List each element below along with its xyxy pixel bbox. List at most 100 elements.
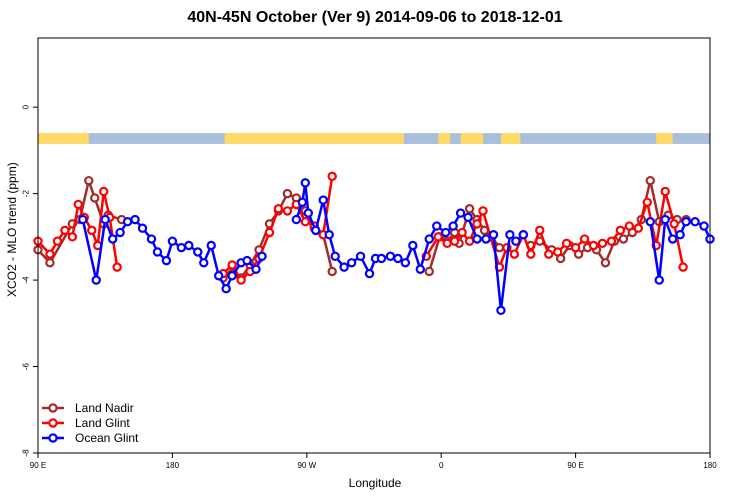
data-point [330,251,340,262]
data-point [257,251,267,262]
data-point [654,275,664,285]
data-point [221,284,231,294]
data-point [535,225,545,236]
y-axis: 0 -2 -4 -6 -8 [21,104,38,457]
data-point [213,271,224,281]
x-tick-label: 180 [703,461,717,470]
data-point [385,251,396,262]
x-axis: 90 E 180 90 W 0 90 E 180 [30,453,717,470]
series-line-segment [663,191,676,225]
data-point [84,175,94,186]
data-point [300,178,311,188]
surface-type-strip [38,133,710,144]
series-line-segment [314,199,325,231]
data-point [433,232,443,242]
data-point [206,240,216,251]
data-point [660,186,670,197]
series-line-segment [81,219,98,281]
data-point [464,204,475,214]
data-point [675,229,685,240]
data-point [415,264,425,274]
series-line-segment [304,182,310,214]
data-point [99,186,109,197]
data-point [251,264,261,274]
data-point [45,258,55,268]
data-point [236,275,246,285]
series-line-segment [428,236,441,272]
data-point [544,249,554,259]
data-point [67,232,78,242]
x-tick-label: 90 W [297,461,316,470]
x-tick-label: 90 E [567,461,583,470]
data-point [526,249,536,259]
data-point [303,208,313,218]
legend-marker [48,418,58,428]
data-point [618,234,629,244]
strip-land [224,133,404,144]
x-tick-label: 180 [166,461,180,470]
data-point [78,214,88,225]
data-point [509,249,520,259]
data-point [122,217,133,227]
data-point [52,236,63,246]
data-point [511,236,521,246]
data-point [606,236,617,246]
data-point [667,234,678,244]
series-ocean-glint [78,178,715,316]
strip-land [38,133,89,144]
y-tick-label: -8 [21,449,30,457]
data-point [282,206,293,216]
x-tick-label: 90 E [30,461,46,470]
data-point [227,271,237,281]
strip-land [500,133,521,144]
data-point [432,221,442,231]
strip-land [460,133,484,144]
series-line-segment [649,221,661,281]
data-point [376,253,387,264]
series-line-segment [321,176,334,235]
series-line-segment [657,219,667,281]
data-point [518,229,529,240]
data-point [488,229,499,240]
series-layer [33,171,715,316]
data-point [615,225,626,236]
data-point [472,234,482,244]
data-point [424,234,434,244]
data-point [660,214,670,225]
data-point [400,258,411,268]
data-point [346,258,357,268]
data-point [669,219,679,229]
data-point [681,217,691,227]
legend-marker [48,433,58,443]
data-point [291,214,302,225]
data-point [297,197,308,207]
data-point [633,223,644,233]
data-point [176,242,187,253]
data-point [91,275,101,285]
series-line-segment [672,223,685,268]
legend-label: Land Nadir [75,401,134,415]
data-point [300,217,311,227]
data-point [642,197,652,207]
series-line-segment [71,204,80,238]
data-point [73,199,84,210]
data-point [107,234,118,244]
data-point [152,247,163,257]
data-point [339,262,349,272]
data-point [408,240,418,251]
data-point [87,225,97,236]
data-point [494,242,505,253]
data-point [318,195,328,205]
series-land-glint [33,171,688,285]
y-tick-label: -6 [21,362,30,370]
data-point [478,206,488,216]
data-point [600,258,611,268]
legend-marker [48,403,58,413]
data-point [457,227,467,238]
data-point [167,236,178,246]
data-point [393,253,403,264]
strip-land [656,133,673,144]
data-point [481,234,491,244]
data-point [324,229,334,240]
